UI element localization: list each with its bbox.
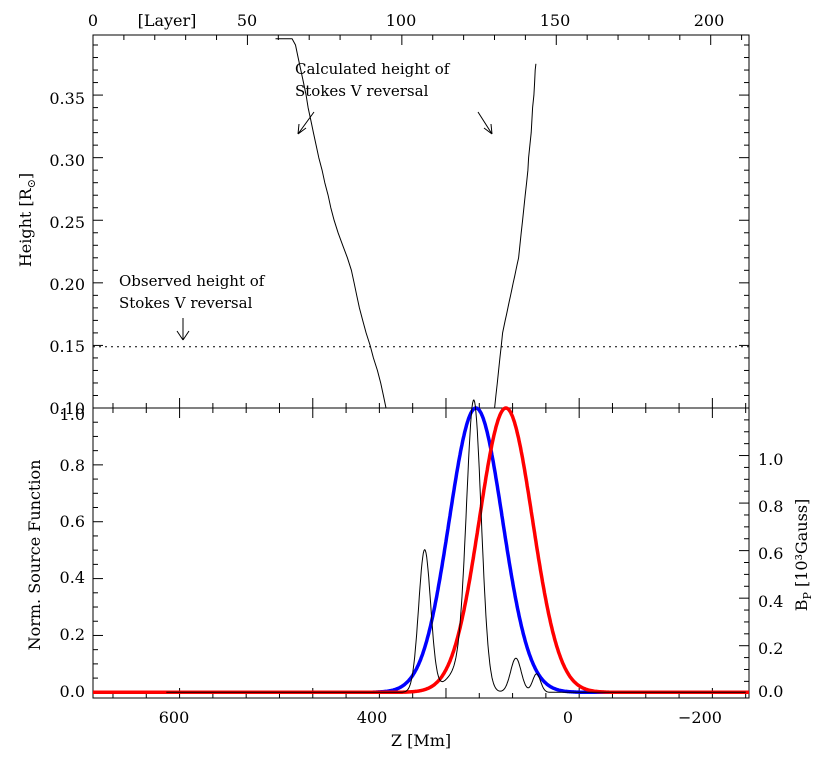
bp-axis: 0.0 0.2 0.4 0.6 0.8 1.0 xyxy=(758,450,783,701)
z-tick-label: 400 xyxy=(357,708,388,727)
bp-tick-label: 1.0 xyxy=(758,450,783,469)
red-source-function-curve xyxy=(91,406,751,695)
source-tick-label: 0.0 xyxy=(60,682,85,701)
height-tick-label: 0.25 xyxy=(49,213,85,232)
right-reversal-curve xyxy=(494,63,537,409)
bp-tick-label: 0.0 xyxy=(758,682,783,701)
bottom-panel-frame xyxy=(92,407,750,699)
left-reversal-curve xyxy=(275,38,387,409)
bp-tick-label: 0.8 xyxy=(758,497,783,516)
source-tick-label: 1.0 xyxy=(60,405,85,424)
height-tick-label: 0.15 xyxy=(49,337,85,356)
arrow-icon xyxy=(477,111,493,135)
z-axis-title: Z [Mm] xyxy=(391,731,451,750)
source-function-axis-title: Norm. Source Function xyxy=(25,460,44,651)
z-tick-label: 600 xyxy=(159,708,190,727)
source-function-axis: 0.0 0.2 0.4 0.6 0.8 1.0 xyxy=(60,405,85,701)
layer-tick-label: 100 xyxy=(386,11,417,30)
arrow-icon xyxy=(297,111,315,135)
blue-source-function-curve xyxy=(91,406,751,695)
z-tick-label: −200 xyxy=(678,708,722,727)
height-tick-label: 0.35 xyxy=(49,89,85,108)
bp-axis-title: BP [10³Gauss] xyxy=(792,499,814,612)
height-axis-title: Height [R⊙] xyxy=(16,173,38,267)
annotation-line: Stokes V reversal xyxy=(295,82,429,100)
layer-axis: 0 [Layer] 50 100 150 200 xyxy=(88,11,724,30)
source-tick-label: 0.6 xyxy=(60,512,85,531)
height-tick-label: 0.30 xyxy=(49,151,85,170)
bp-tick-label: 0.6 xyxy=(758,544,783,563)
annotation-line: Calculated height of xyxy=(295,60,451,78)
tick-marks xyxy=(92,35,749,698)
height-tick-label: 0.10 xyxy=(49,399,85,418)
layer-tick-label: 0 xyxy=(88,11,98,30)
height-axis: 0.10 0.15 0.20 0.25 0.30 0.35 xyxy=(49,89,85,418)
plot-curves xyxy=(91,38,751,695)
z-tick-label: 0 xyxy=(563,708,573,727)
observed-height-annotation: Observed height of Stokes V reversal xyxy=(119,272,266,341)
black-bp-curve xyxy=(166,399,746,693)
calculated-height-annotation: Calculated height of Stokes V reversal xyxy=(295,60,493,135)
source-tick-label: 0.4 xyxy=(60,568,85,587)
bp-tick-label: 0.4 xyxy=(758,592,783,611)
arrow-icon xyxy=(176,318,190,341)
annotation-line: Observed height of xyxy=(119,272,266,290)
source-tick-label: 0.8 xyxy=(60,456,85,475)
annotation-line: Stokes V reversal xyxy=(119,294,253,312)
z-axis: 600 400 0 −200 xyxy=(159,708,722,727)
bp-tick-label: 0.2 xyxy=(758,639,783,658)
layer-tick-label: 200 xyxy=(694,11,725,30)
source-tick-label: 0.2 xyxy=(60,625,85,644)
layer-tick-label: 150 xyxy=(540,11,571,30)
layer-tick-label: 50 xyxy=(237,11,257,30)
height-tick-label: 0.20 xyxy=(49,275,85,294)
layer-axis-title: [Layer] xyxy=(138,11,197,30)
